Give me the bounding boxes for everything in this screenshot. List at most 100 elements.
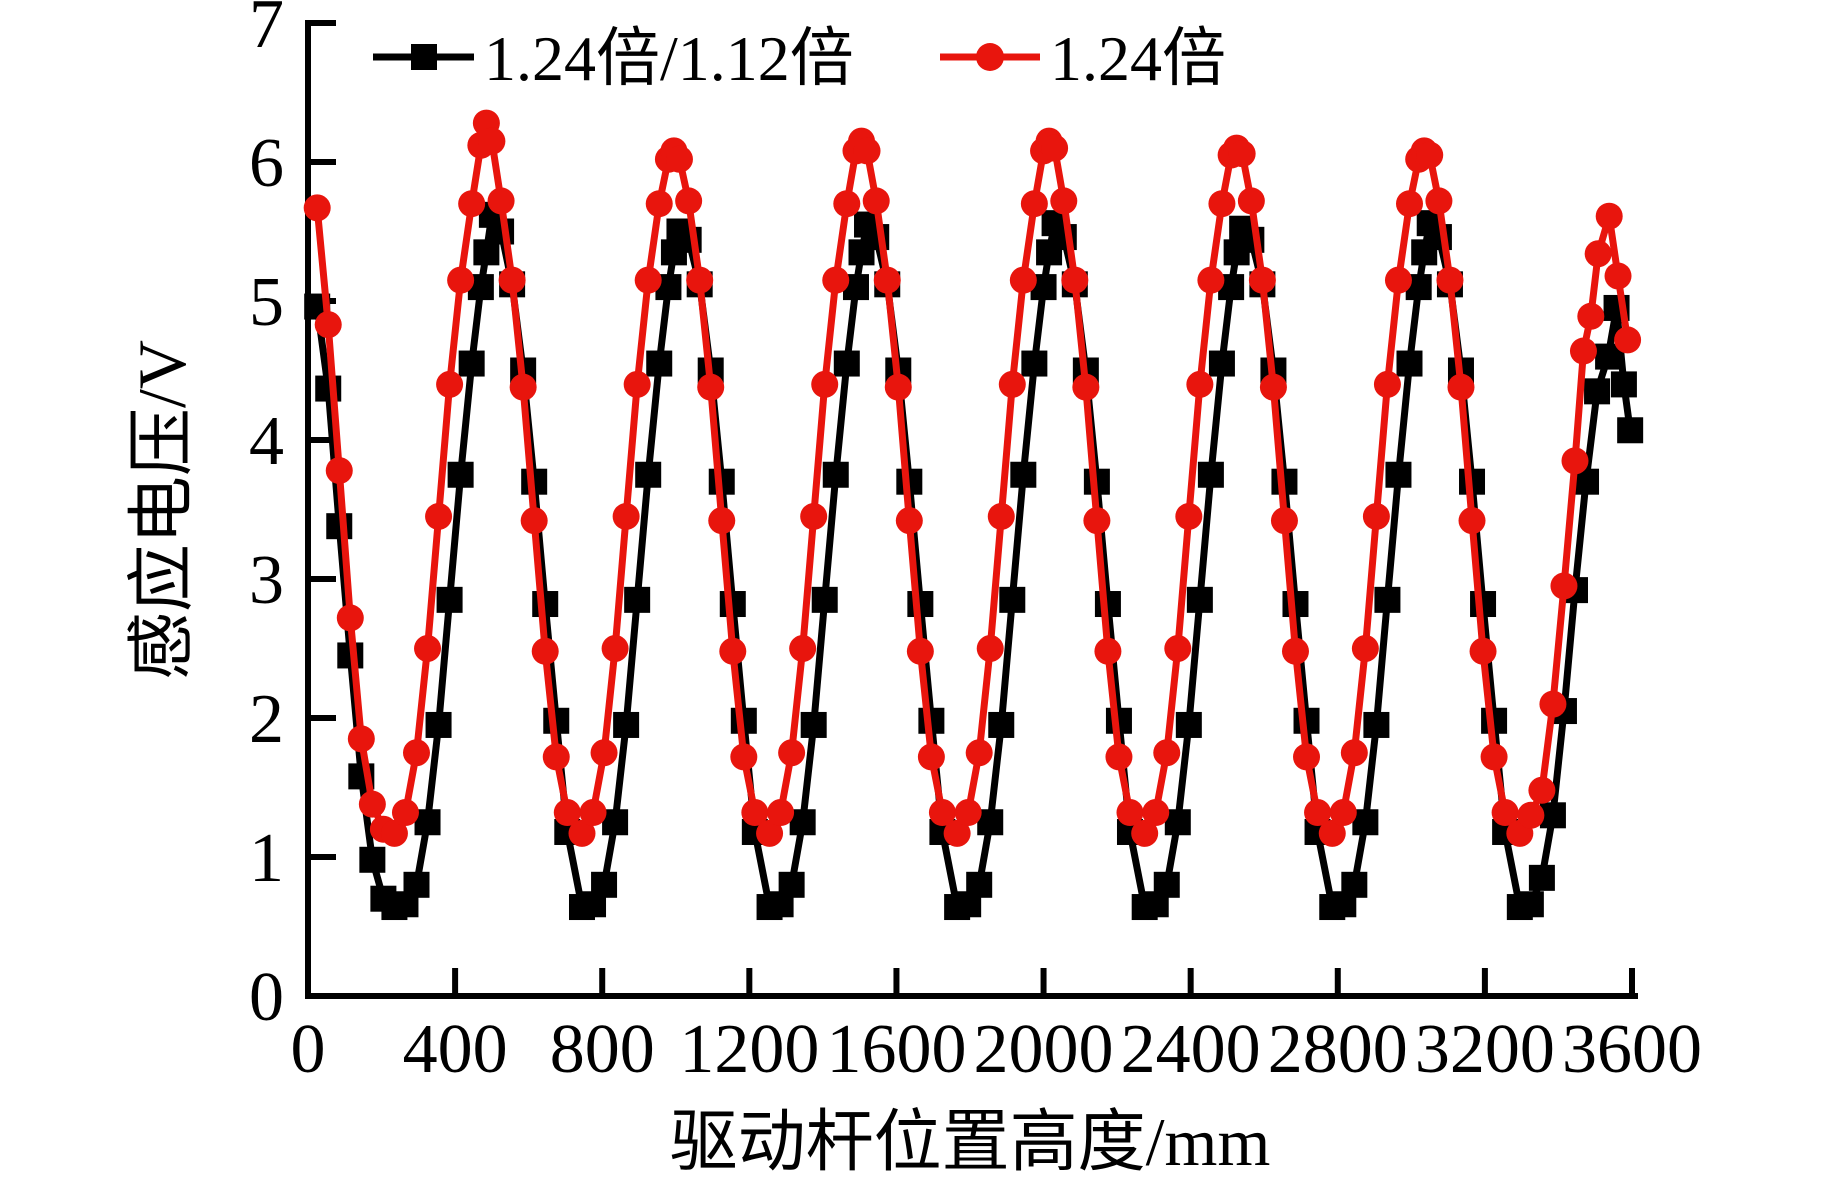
circle-marker-icon bbox=[568, 819, 596, 847]
circle-marker-icon bbox=[1259, 373, 1287, 401]
circle-marker-icon bbox=[1340, 739, 1368, 767]
circle-marker-icon bbox=[853, 137, 881, 165]
square-marker-icon bbox=[1617, 417, 1644, 444]
square-marker-icon bbox=[822, 461, 849, 488]
circle-marker-icon bbox=[1228, 140, 1256, 168]
circle-marker-icon bbox=[862, 187, 890, 215]
x-tick-label: 3200 bbox=[1415, 1011, 1555, 1088]
square-marker-icon bbox=[613, 711, 640, 738]
y-tick-label: 1 bbox=[249, 820, 284, 897]
y-tick-label: 0 bbox=[249, 959, 284, 1036]
circle-marker-icon bbox=[1373, 370, 1401, 398]
circle-marker-icon bbox=[1009, 266, 1037, 294]
square-marker-icon bbox=[447, 461, 474, 488]
x-tick-label: 1600 bbox=[826, 1011, 966, 1088]
tick-labels: 0 400 800 1200 1600 2000 2400 2800 3200 3600 0 1 2 3 4… bbox=[249, 0, 1702, 1088]
square-marker-icon bbox=[646, 350, 673, 377]
circle-marker-icon bbox=[623, 370, 651, 398]
square-marker-icon bbox=[966, 871, 993, 898]
square-marker-icon bbox=[811, 586, 838, 613]
square-marker-icon bbox=[1528, 864, 1555, 891]
circle-marker-icon bbox=[542, 743, 570, 771]
circle-marker-icon bbox=[1072, 373, 1100, 401]
square-marker-icon bbox=[1584, 378, 1611, 405]
square-marker-icon bbox=[988, 711, 1015, 738]
circle-marker-icon bbox=[686, 266, 714, 294]
circle-marker-icon bbox=[1395, 190, 1423, 218]
circle-marker-icon bbox=[1569, 337, 1597, 365]
square-marker-icon bbox=[635, 461, 662, 488]
square-marker-icon bbox=[1153, 871, 1180, 898]
circle-marker-icon bbox=[873, 266, 901, 294]
legend-label-red: 1.24倍 bbox=[1050, 23, 1226, 94]
circle-marker-icon bbox=[1304, 799, 1332, 827]
y-tick-label: 4 bbox=[249, 403, 284, 480]
circle-marker-icon bbox=[553, 799, 581, 827]
y-tick-label: 5 bbox=[249, 264, 284, 341]
circle-marker-icon bbox=[478, 127, 506, 155]
circle-marker-icon bbox=[1561, 447, 1589, 475]
circle-marker-icon bbox=[730, 743, 758, 771]
square-marker-icon bbox=[458, 350, 485, 377]
square-marker-icon bbox=[1385, 461, 1412, 488]
circle-marker-icon bbox=[347, 725, 375, 753]
y-tick-label: 2 bbox=[249, 681, 284, 758]
circle-marker-icon bbox=[1539, 690, 1567, 718]
square-marker-icon bbox=[403, 871, 430, 898]
square-marker-icon bbox=[436, 586, 463, 613]
circle-marker-icon bbox=[1153, 739, 1181, 767]
circle-marker-icon bbox=[943, 819, 971, 847]
circle-marker-icon bbox=[436, 370, 464, 398]
circle-marker-icon bbox=[1237, 187, 1265, 215]
square-marker-icon bbox=[1341, 871, 1368, 898]
x-tick-label: 2800 bbox=[1268, 1011, 1408, 1088]
circle-marker-icon bbox=[665, 145, 693, 173]
circle-marker-icon bbox=[1105, 743, 1133, 771]
circle-marker-icon bbox=[1528, 776, 1556, 804]
circle-marker-icon bbox=[928, 799, 956, 827]
square-marker-icon bbox=[624, 586, 651, 613]
square-marker-icon bbox=[1374, 586, 1401, 613]
circle-marker-icon bbox=[1480, 743, 1508, 771]
circle-marker-icon bbox=[590, 739, 618, 767]
square-marker-icon bbox=[359, 846, 386, 873]
circle-marker-icon bbox=[906, 637, 934, 665]
circle-marker-icon bbox=[1329, 799, 1357, 827]
circle-marker-icon bbox=[303, 194, 331, 222]
circle-marker-icon bbox=[987, 502, 1015, 530]
square-marker-icon bbox=[800, 711, 827, 738]
circle-marker-icon bbox=[1175, 502, 1203, 530]
series-red-circles bbox=[303, 109, 1642, 847]
legend-red-circle-marker-icon bbox=[976, 43, 1004, 71]
x-axis-title: 驱动杆位置高度/mm bbox=[670, 1104, 1271, 1180]
circle-marker-icon bbox=[1061, 266, 1089, 294]
square-marker-icon bbox=[326, 513, 353, 540]
square-marker-icon bbox=[778, 871, 805, 898]
circle-marker-icon bbox=[1041, 134, 1069, 162]
legend-entry-black: 1.24倍/1.12倍 bbox=[373, 23, 854, 94]
circle-marker-icon bbox=[822, 266, 850, 294]
circle-marker-icon bbox=[1584, 240, 1612, 268]
square-marker-icon bbox=[1208, 350, 1235, 377]
circle-marker-icon bbox=[1416, 141, 1444, 169]
circle-marker-icon bbox=[954, 799, 982, 827]
circle-marker-icon bbox=[1131, 819, 1159, 847]
circle-marker-icon bbox=[402, 739, 430, 767]
circle-marker-icon bbox=[800, 502, 828, 530]
circle-marker-icon bbox=[998, 370, 1026, 398]
circle-marker-icon bbox=[778, 739, 806, 767]
square-marker-icon bbox=[591, 871, 618, 898]
circle-marker-icon bbox=[1208, 190, 1236, 218]
circle-marker-icon bbox=[1083, 507, 1111, 535]
circle-marker-icon bbox=[498, 266, 526, 294]
square-marker-icon bbox=[1610, 371, 1637, 398]
x-tick-label: 400 bbox=[403, 1011, 508, 1088]
circle-marker-icon bbox=[697, 373, 725, 401]
circle-marker-icon bbox=[612, 502, 640, 530]
circle-marker-icon bbox=[811, 370, 839, 398]
y-tick-label: 3 bbox=[249, 542, 284, 619]
circle-marker-icon bbox=[1281, 637, 1309, 665]
circle-marker-icon bbox=[509, 373, 537, 401]
circle-marker-icon bbox=[391, 799, 419, 827]
